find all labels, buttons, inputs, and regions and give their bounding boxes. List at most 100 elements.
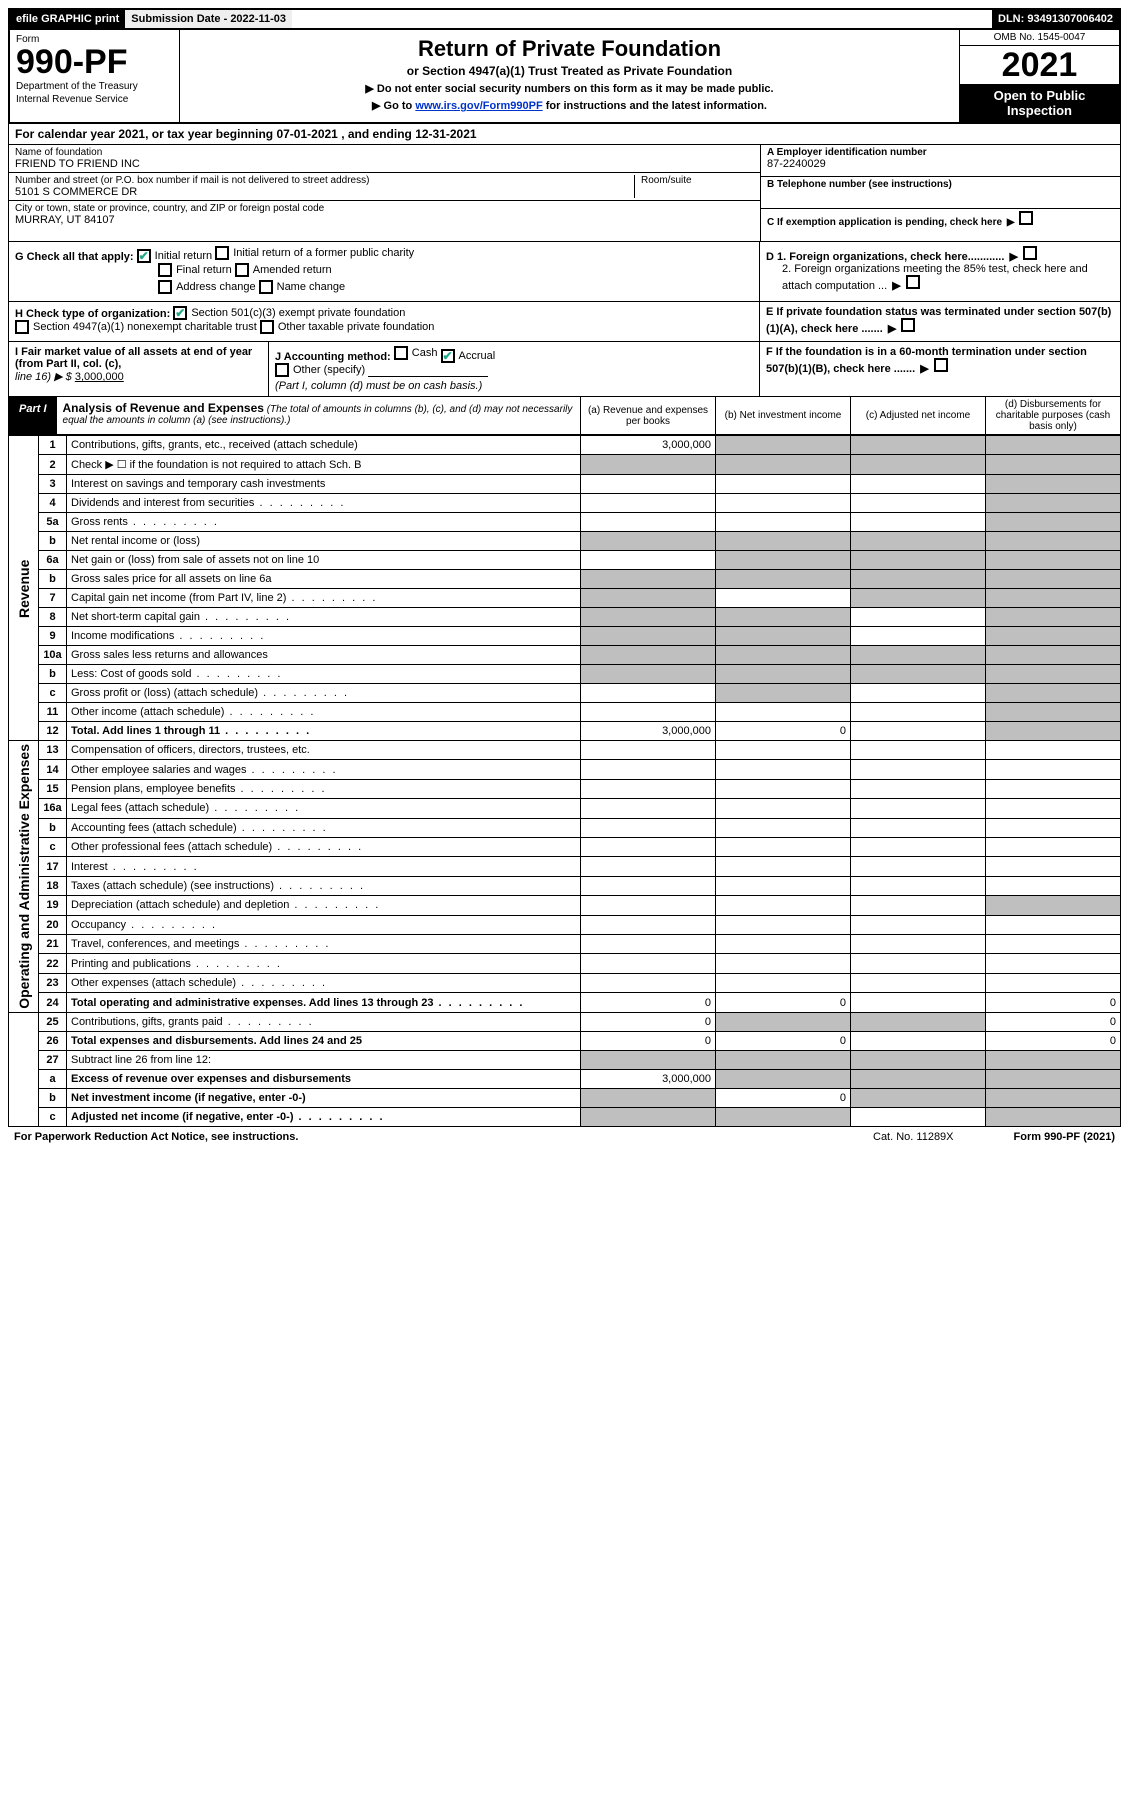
accrual-checkbox[interactable]: ✔	[441, 349, 455, 363]
row-val-d: 0	[986, 1031, 1121, 1050]
table-row: cAdjusted net income (if negative, enter…	[9, 1107, 1121, 1126]
goto-note: ▶ Go to www.irs.gov/Form990PF for instru…	[186, 99, 953, 112]
calyear-end: 12-31-2021	[415, 127, 476, 141]
row-num: 25	[39, 1012, 67, 1031]
cell	[986, 741, 1121, 760]
cell	[851, 857, 986, 876]
cell-shaded	[986, 608, 1121, 627]
cell-shaded	[986, 570, 1121, 589]
street-cell: Number and street (or P.O. box number if…	[15, 175, 634, 198]
cell	[851, 876, 986, 895]
row-num: c	[39, 1107, 67, 1126]
cell	[986, 799, 1121, 818]
row-num: 9	[39, 627, 67, 646]
cell	[581, 838, 716, 857]
table-row: 14Other employee salaries and wages	[9, 760, 1121, 779]
cell-shaded	[716, 532, 851, 551]
cell-shaded	[716, 1107, 851, 1126]
fmv-value: 3,000,000	[75, 371, 124, 383]
501c3-checkbox[interactable]: ✔	[173, 306, 187, 320]
cell	[716, 973, 851, 992]
section-d: D 1. Foreign organizations, check here..…	[760, 242, 1120, 302]
row-label: Interest on savings and temporary cash i…	[67, 475, 581, 494]
row-num: 16a	[39, 799, 67, 818]
4947-checkbox[interactable]	[15, 320, 29, 334]
cell	[851, 935, 986, 954]
other-method-checkbox[interactable]	[275, 363, 289, 377]
other-taxable-checkbox[interactable]	[260, 320, 274, 334]
i-label: I Fair market value of all assets at end…	[15, 346, 252, 370]
d1-checkbox[interactable]	[1023, 246, 1037, 260]
part1-table: Revenue 1 Contributions, gifts, grants, …	[8, 435, 1121, 1127]
cell	[851, 838, 986, 857]
row-num: 3	[39, 475, 67, 494]
row-label: Depreciation (attach schedule) and deple…	[67, 896, 581, 915]
final-return-checkbox[interactable]	[158, 263, 172, 277]
ein-row: A Employer identification number 87-2240…	[761, 145, 1120, 177]
cell	[986, 779, 1121, 798]
table-row: 26Total expenses and disbursements. Add …	[9, 1031, 1121, 1050]
cell-shaded	[986, 665, 1121, 684]
initial-former-checkbox[interactable]	[215, 246, 229, 260]
cell	[716, 475, 851, 494]
table-row: 21Travel, conferences, and meetings	[9, 935, 1121, 954]
initial-return-label: Initial return	[155, 250, 212, 262]
irs-link[interactable]: www.irs.gov/Form990PF	[415, 100, 542, 112]
cell	[986, 973, 1121, 992]
e-label: E If private foundation status was termi…	[766, 306, 1111, 335]
final-return-label: Final return	[176, 264, 232, 276]
cell-shaded	[581, 646, 716, 665]
cell-shaded	[986, 684, 1121, 703]
table-row: aExcess of revenue over expenses and dis…	[9, 1069, 1121, 1088]
cell	[851, 494, 986, 513]
col-a-header: (a) Revenue and expenses per books	[580, 397, 715, 434]
omb-number: OMB No. 1545-0047	[960, 30, 1119, 46]
initial-return-checkbox[interactable]: ✔	[137, 249, 151, 263]
cell-shaded	[716, 1050, 851, 1069]
table-row: bLess: Cost of goods sold	[9, 665, 1121, 684]
street-value: 5101 S COMMERCE DR	[15, 186, 634, 198]
row-num: 4	[39, 494, 67, 513]
cell-shaded	[581, 455, 716, 475]
table-row: 25Contributions, gifts, grants paid00	[9, 1012, 1121, 1031]
cell-shaded	[581, 1050, 716, 1069]
cell-shaded	[851, 589, 986, 608]
form-header: Form 990-PF Department of the Treasury I…	[8, 30, 1121, 124]
cash-checkbox[interactable]	[394, 346, 408, 360]
address-change-label: Address change	[176, 281, 256, 293]
cell	[716, 818, 851, 837]
exemption-checkbox[interactable]	[1019, 211, 1033, 225]
f-checkbox[interactable]	[934, 358, 948, 372]
cell-shaded	[716, 646, 851, 665]
section-i: I Fair market value of all assets at end…	[9, 342, 269, 396]
table-row: bNet rental income or (loss)	[9, 532, 1121, 551]
cell	[986, 760, 1121, 779]
cell-shaded	[581, 570, 716, 589]
opadmin-sidebar: Operating and Administrative Expenses	[9, 741, 39, 1013]
row-num: 26	[39, 1031, 67, 1050]
row-num: 20	[39, 915, 67, 934]
d2-checkbox[interactable]	[906, 275, 920, 289]
tax-year: 2021	[960, 46, 1119, 84]
table-row: 24Total operating and administrative exp…	[9, 993, 1121, 1013]
cell	[716, 838, 851, 857]
amended-return-checkbox[interactable]	[235, 263, 249, 277]
e-checkbox[interactable]	[901, 318, 915, 332]
cell-shaded	[851, 436, 986, 455]
exemption-row: C If exemption application is pending, c…	[761, 209, 1120, 241]
top-bar: efile GRAPHIC print Submission Date - 20…	[8, 8, 1121, 30]
row-label: Contributions, gifts, grants paid	[67, 1012, 581, 1031]
name-change-checkbox[interactable]	[259, 280, 273, 294]
cell-shaded	[986, 646, 1121, 665]
table-row: 12Total. Add lines 1 through 113,000,000…	[9, 722, 1121, 741]
cell-shaded	[851, 570, 986, 589]
row-val-b: 0	[716, 722, 851, 741]
cell	[581, 973, 716, 992]
cell	[851, 954, 986, 973]
arrow-icon: ▶	[892, 279, 900, 292]
cash-label: Cash	[412, 347, 438, 359]
submission-date: Submission Date - 2022-11-03	[125, 10, 292, 28]
address-change-checkbox[interactable]	[158, 280, 172, 294]
amended-return-label: Amended return	[253, 264, 332, 276]
calendar-year-line: For calendar year 2021, or tax year begi…	[8, 124, 1121, 145]
